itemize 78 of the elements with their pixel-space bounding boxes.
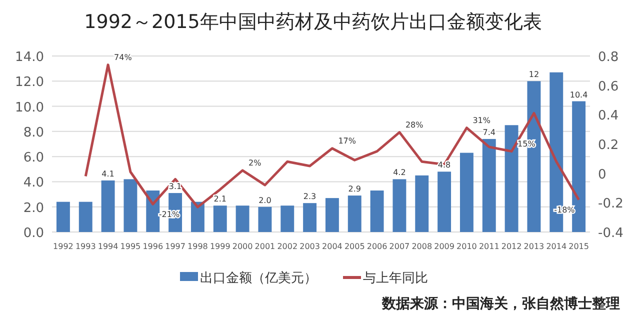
value-label: 2.1 — [214, 194, 226, 204]
value-label: 2.3 — [303, 192, 316, 202]
x-tick-label: 1993 — [75, 242, 96, 251]
bar — [280, 206, 294, 232]
y-tick-label: 6.0 — [23, 150, 44, 166]
y2-tick-label: 0.6 — [598, 79, 619, 94]
bar — [101, 180, 115, 232]
y2-tick-label: 0.2 — [598, 138, 619, 153]
y-tick-label: 0.0 — [23, 226, 44, 241]
value-label: 2.0 — [258, 196, 272, 205]
data-label: 31% — [472, 116, 491, 125]
bar — [482, 138, 496, 232]
y-tick-label: 10.0 — [15, 100, 44, 116]
x-tick-label: 1999 — [210, 242, 230, 251]
bar — [56, 202, 70, 232]
bar — [124, 179, 138, 232]
value-label: 4.2 — [393, 168, 406, 178]
x-tick-label: 1994 — [98, 242, 118, 251]
value-label: 2.9 — [348, 184, 361, 194]
y2-tick-label: 0 — [598, 167, 606, 182]
legend-label: 出口金额（亿美元） — [200, 270, 317, 286]
x-tick-label: 2008 — [412, 242, 432, 251]
x-tick-label: 2010 — [456, 242, 477, 251]
value-label: 10.4 — [570, 90, 588, 100]
legend-label: 与上年同比 — [363, 271, 428, 286]
y2-tick-label: 0.8 — [598, 50, 619, 65]
x-tick-label: 1996 — [142, 242, 164, 251]
bar — [415, 175, 429, 232]
bar — [213, 206, 227, 232]
bar — [303, 203, 317, 232]
x-tick-label: 2002 — [277, 242, 298, 251]
bar — [392, 179, 406, 232]
data-label: 2% — [248, 158, 262, 168]
x-tick-label: 2011 — [478, 242, 500, 251]
x-tick-label: 2015 — [568, 242, 589, 251]
data-label: 17% — [338, 136, 356, 146]
bar — [504, 125, 518, 232]
x-tick-label: 1995 — [120, 242, 141, 251]
value-label: 12 — [528, 70, 540, 80]
x-tick-label: 2006 — [366, 242, 388, 251]
x-tick-label: 2005 — [344, 242, 365, 251]
value-label: 7.4 — [482, 128, 496, 137]
x-tick-label: 2009 — [434, 242, 454, 251]
bar — [190, 202, 204, 232]
x-tick-label: 2003 — [300, 242, 320, 251]
x-tick-label: 2000 — [232, 242, 253, 251]
bar — [78, 202, 92, 232]
x-tick-label: 2013 — [524, 242, 544, 251]
x-tick-label: 2007 — [389, 242, 410, 251]
y2-tick-label: -0.4 — [598, 226, 624, 241]
y-tick-label: 4.0 — [23, 176, 44, 191]
bar — [258, 206, 272, 232]
bar — [146, 190, 160, 232]
y-tick-label: 14.0 — [15, 50, 44, 65]
bar — [348, 196, 362, 232]
source-note: 数据来源：中国海关，张自然博士整理 — [381, 295, 620, 312]
value-label: 4.1 — [102, 169, 114, 178]
value-label: 3.1 — [168, 182, 182, 192]
x-tick-label: 1998 — [188, 242, 208, 251]
x-tick-label: 1992 — [53, 242, 74, 251]
y-tick-label: 12.0 — [15, 75, 44, 90]
data-label: 28% — [405, 120, 424, 130]
chart-title: 1992～2015年中国中药材及中药饮片出口金额变化表 — [84, 11, 542, 33]
y-tick-label: 8.0 — [23, 125, 44, 140]
data-label: 74% — [114, 52, 132, 62]
bar — [438, 172, 452, 232]
bar — [325, 198, 339, 232]
bar — [370, 190, 384, 232]
bar — [460, 152, 474, 232]
y2-tick-label: 0.4 — [598, 108, 619, 124]
x-tick-label: 2001 — [254, 242, 276, 251]
x-tick-label: 2014 — [546, 242, 567, 251]
x-tick-label: 1997 — [165, 242, 186, 251]
x-tick-label: 2012 — [501, 242, 522, 251]
bar — [236, 206, 250, 232]
x-tick-label: 2004 — [322, 242, 342, 251]
y-tick-label: 2.0 — [23, 200, 44, 216]
y2-tick-label: -0.2 — [598, 196, 624, 212]
